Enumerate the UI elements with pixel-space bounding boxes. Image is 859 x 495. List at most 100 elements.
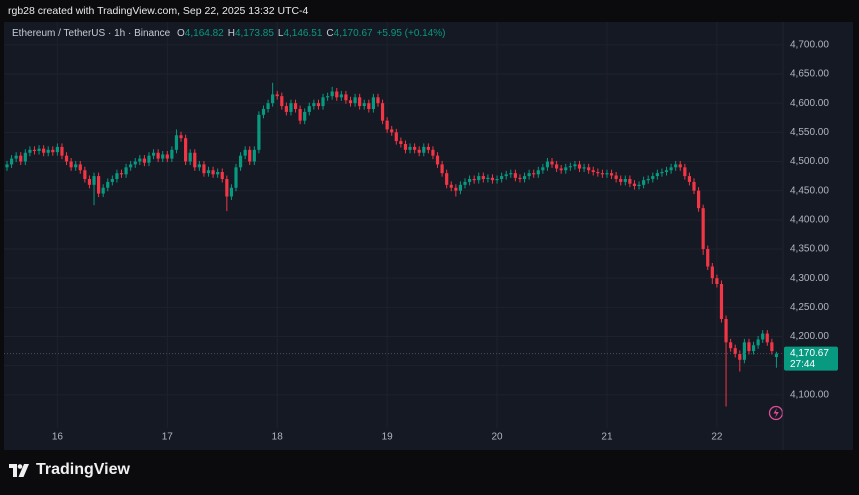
candle-body (252, 149, 256, 162)
candle-body (257, 114, 261, 150)
candle-body (151, 152, 156, 156)
y-tick-label: 4,300.00 (790, 273, 829, 284)
last-price-box (784, 346, 838, 371)
candle-body (490, 177, 495, 181)
candle-body (243, 149, 247, 156)
candle-body (596, 172, 600, 174)
y-tick-label: 4,350.00 (790, 244, 829, 255)
candle-body (367, 103, 371, 109)
x-tick-label: 22 (711, 432, 723, 443)
ohlc-value: 4,164.82 (184, 28, 224, 39)
symbol: Ethereum / TetherUS · 1h · Binance (12, 28, 171, 39)
candle-body (550, 161, 554, 165)
candle-body (564, 167, 568, 171)
candle-body (463, 181, 467, 185)
candle-body (664, 170, 669, 172)
ohlc-key: O (177, 28, 185, 39)
candle-body (97, 176, 101, 194)
candle-body (660, 172, 664, 174)
candle-body (78, 164, 82, 171)
candle-body (23, 152, 27, 162)
candle-body (138, 158, 142, 162)
candle-body (60, 146, 64, 156)
candle-body (619, 179, 623, 182)
candle-body (69, 161, 73, 168)
candle-body (64, 155, 69, 162)
candle-body (467, 179, 472, 182)
chart-panel (4, 22, 853, 450)
candle-body (216, 172, 220, 175)
candle-body (92, 176, 96, 185)
y-tick-label: 4,700.00 (790, 39, 829, 50)
candle-body (747, 342, 751, 352)
ohlc-key: L (277, 28, 284, 39)
x-tick-label: 18 (272, 432, 284, 443)
y-tick-label: 4,400.00 (790, 214, 829, 225)
ohlc-value: 4,146.51 (283, 28, 323, 39)
candle-body (307, 106, 311, 112)
candle-body (376, 97, 380, 104)
candle-body (303, 111, 307, 121)
candle-body (426, 146, 430, 150)
y-tick-label: 4,200.00 (790, 331, 829, 342)
candle-body (646, 179, 650, 181)
candle-body (74, 164, 78, 168)
candle-body (335, 91, 339, 98)
candle-body (46, 149, 50, 153)
candle-body (399, 141, 403, 144)
candle-body (19, 155, 23, 162)
candle-body (774, 353, 779, 358)
ohlc-value: 4,173.85 (234, 28, 274, 39)
candle-body (696, 190, 701, 209)
y-tick-label: 4,650.00 (790, 69, 829, 80)
change: +5.95 (+0.14%) (376, 28, 446, 39)
candle-body (280, 96, 284, 107)
candle-body (110, 179, 114, 182)
candle-body (715, 278, 719, 284)
candle-body (600, 173, 604, 175)
candle-body (674, 164, 678, 168)
candle-body (541, 167, 545, 171)
candle-body (14, 155, 18, 159)
candle-body (275, 94, 279, 97)
candle-body (321, 97, 325, 107)
candle-body (522, 176, 527, 179)
candle-body (573, 164, 577, 167)
ohlc-key: H (227, 28, 235, 39)
candle-body (32, 149, 37, 151)
candle-body (188, 152, 192, 162)
attribution: rgb28 created with TradingView.com, Sep … (8, 5, 309, 17)
candle-body (174, 135, 179, 150)
candle-body (83, 170, 87, 179)
candle-body (42, 148, 46, 153)
candle-body (609, 173, 614, 176)
candle-body (234, 167, 238, 188)
x-tick-label: 19 (382, 432, 394, 443)
candle-body (559, 168, 563, 171)
candle-body (261, 109, 266, 115)
candle-body (5, 164, 9, 168)
candle-body (87, 179, 92, 185)
candle-body (637, 184, 641, 186)
candle-body (266, 103, 270, 109)
candle-body (170, 149, 174, 159)
candle-body (284, 106, 288, 112)
candle-body (642, 180, 646, 185)
candle-body (353, 97, 357, 104)
last-price-label: 4,170.67 (790, 348, 829, 359)
candle-body (733, 348, 737, 354)
candle-body (161, 154, 165, 159)
candle-body (477, 176, 481, 181)
candle-body (344, 94, 348, 101)
candle-body (9, 158, 14, 165)
brand: TradingView (36, 461, 130, 478)
candle-body (449, 184, 453, 188)
candle-body (545, 161, 550, 168)
candle-body (756, 339, 760, 346)
candle-body (527, 173, 531, 177)
candle-body (765, 333, 769, 343)
candle-body (371, 97, 375, 109)
y-tick-label: 4,450.00 (790, 185, 829, 196)
candle-body (577, 164, 582, 169)
